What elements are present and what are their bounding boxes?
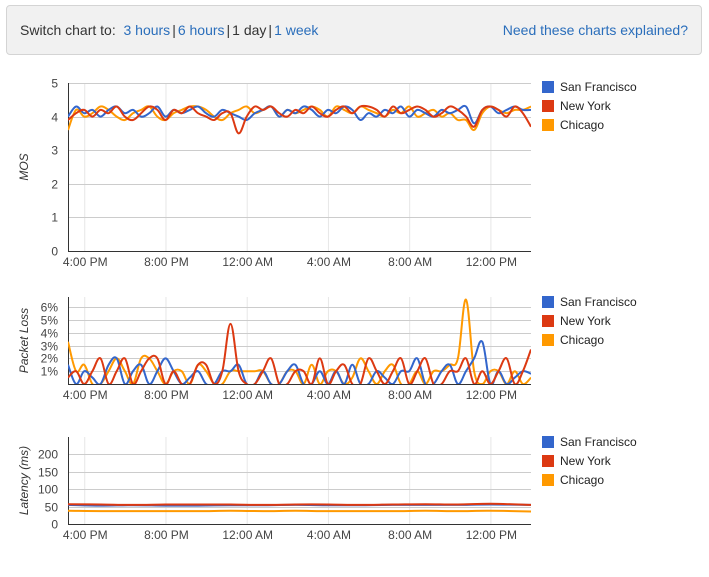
x-tick-label: 8:00 AM [388, 388, 432, 402]
legend-label: New York [560, 99, 612, 113]
legend-swatch [542, 296, 554, 308]
legend-swatch [542, 81, 554, 93]
x-tick-label: 8:00 AM [388, 528, 432, 542]
y-tick-label: 200 [38, 448, 58, 462]
legend-swatch [542, 315, 554, 327]
y-axis-title: Packet Loss [17, 308, 31, 373]
series-line-new-york [68, 322, 531, 384]
legend-label: Chicago [560, 333, 604, 347]
legend-label: San Francisco [560, 295, 637, 309]
y-tick-label: 100 [38, 483, 58, 497]
legend-label: San Francisco [560, 80, 637, 94]
x-tick-label: 12:00 AM [222, 388, 273, 402]
series-line-chicago [68, 509, 531, 513]
range-1-day-current: 1 day [232, 22, 267, 38]
separator: | [268, 22, 273, 38]
range-6-hours-link[interactable]: 6 hours [177, 22, 225, 38]
y-tick-label: 1% [41, 365, 59, 379]
series-line-new-york [68, 104, 531, 135]
x-tick-label: 4:00 AM [307, 388, 351, 402]
y-tick-label: 50 [45, 501, 59, 515]
x-tick-label: 12:00 PM [466, 255, 517, 269]
x-tick-label: 8:00 PM [144, 528, 189, 542]
x-tick-label: 8:00 PM [144, 388, 189, 402]
series-line-san-francisco [68, 104, 531, 125]
y-tick-label: 5 [51, 77, 58, 91]
legend-swatch [542, 455, 554, 467]
y-tick-label: 4 [51, 111, 58, 125]
charts-explained-link[interactable]: Need these charts explained? [502, 22, 688, 38]
separator: | [172, 22, 176, 38]
x-tick-label: 12:00 AM [222, 528, 273, 542]
x-tick-label: 4:00 AM [307, 528, 351, 542]
switch-chart-label: Switch chart to: [20, 22, 116, 38]
x-tick-label: 8:00 PM [144, 255, 189, 269]
legend-swatch [542, 436, 554, 448]
series-line-san-francisco [68, 339, 531, 384]
y-tick-label: 6% [41, 301, 59, 315]
x-tick-label: 8:00 AM [388, 255, 432, 269]
y-tick-label: 4% [41, 327, 59, 341]
x-tick-label: 4:00 PM [63, 255, 108, 269]
y-tick-label: 1 [51, 211, 58, 225]
x-tick-label: 4:00 PM [63, 528, 108, 542]
legend-label: New York [560, 314, 612, 328]
y-tick-label: 3% [41, 340, 59, 354]
y-tick-label: 0 [51, 518, 58, 532]
legend-label: San Francisco [560, 435, 637, 449]
x-tick-label: 12:00 PM [466, 528, 517, 542]
y-tick-label: 150 [38, 466, 58, 480]
x-tick-label: 12:00 PM [466, 388, 517, 402]
chart-range-toolbar: Switch chart to: 3 hours | 6 hours | 1 day | 1… [6, 5, 702, 55]
series-line-new-york [68, 502, 531, 506]
legend-swatch [542, 100, 554, 112]
legend-swatch [542, 119, 554, 131]
y-tick-label: 2 [51, 178, 58, 192]
legend-label: Chicago [560, 473, 604, 487]
series-line-chicago [68, 298, 531, 384]
y-tick-label: 3 [51, 144, 58, 158]
chart-2: 1%2%3%4%5%6% 4:00 PM 8:00 PM 12:00 AM 4:00 A… [17, 295, 637, 402]
x-tick-label: 4:00 PM [63, 388, 108, 402]
legend-label: New York [560, 454, 612, 468]
y-tick-label: 2% [41, 352, 59, 366]
range-1-week-link[interactable]: 1 week [274, 22, 319, 38]
range-switcher: Switch chart to: 3 hours | 6 hours | 1 day | 1… [20, 22, 318, 38]
x-tick-label: 4:00 AM [307, 255, 351, 269]
range-3-hours-link[interactable]: 3 hours [123, 22, 171, 38]
legend-swatch [542, 334, 554, 346]
y-tick-label: 0 [51, 245, 58, 259]
chart-3: 0 50 100 150 200 4:00 PM 8:00 PM 12:00 AM 4:00 A… [17, 435, 637, 542]
legend-label: Chicago [560, 118, 604, 132]
y-axis-title: MOS [17, 153, 31, 180]
legend-swatch [542, 474, 554, 486]
y-tick-label: 5% [41, 314, 59, 328]
chart-1: 0 1 2 3 4 5 4:00 PM 8:00 PM 12:00 AM 4:00 AM 8:00 … [17, 77, 637, 270]
y-axis-title: Latency (ms) [17, 446, 31, 515]
x-tick-label: 12:00 AM [222, 255, 273, 269]
separator: | [226, 22, 231, 38]
